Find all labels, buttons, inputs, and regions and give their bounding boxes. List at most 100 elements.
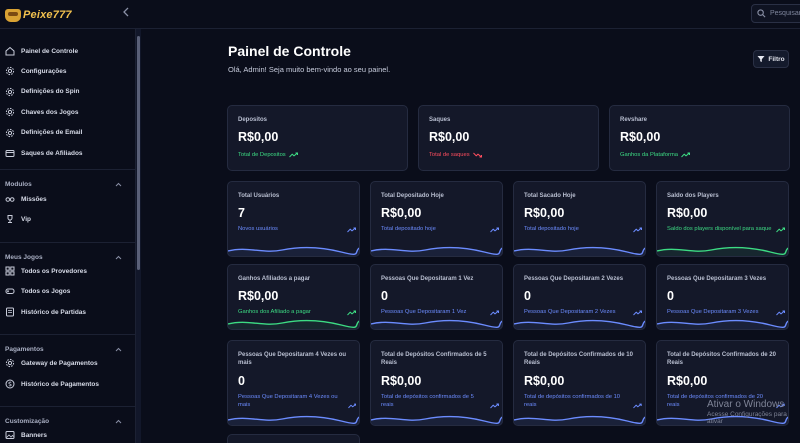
image-icon xyxy=(5,431,15,439)
card-label: Pessoas Que Depositaram 4 Vezes ou mais xyxy=(238,352,347,366)
stat-card: Total Usuários 7 Novos usuários xyxy=(227,181,360,257)
sidebar-item-label: Definições de Email xyxy=(21,129,83,137)
filter-icon xyxy=(757,56,765,62)
card-subtitle-text: Total de depósitos confirmados de 5 reai… xyxy=(381,394,474,408)
gear-icon xyxy=(5,87,15,96)
stat-card: Pessoas Que Depositaram 3 Vezes 0 Pessoas … xyxy=(656,264,789,330)
sidebar-section-header[interactable]: Customização xyxy=(0,414,135,428)
sidebar-item[interactable]: Definições de Email xyxy=(0,124,135,142)
stat-card: Saldo dos Players R$0,00 Saldo dos players… xyxy=(656,181,789,257)
sidebar-item[interactable]: Gateway de Pagamentos xyxy=(0,354,135,372)
sidebar-scroll-thumb[interactable] xyxy=(137,36,140,270)
gear-icon xyxy=(5,128,15,137)
sidebar-item[interactable]: Definições do Spin xyxy=(0,83,135,101)
card-subtitle-text: Saldo dos players disponível para saque xyxy=(667,226,772,232)
card-subtitle: Novos usuários xyxy=(238,225,356,233)
sidebar-item[interactable]: Saques de Afiliados xyxy=(0,144,135,162)
card-subtitle-text: Total de depósitos confirmados de 20 rea… xyxy=(667,394,764,408)
trend-up-icon xyxy=(776,310,785,316)
card-label: Total Sacado Hoje xyxy=(524,193,576,199)
card-value: R$0,00 xyxy=(381,374,422,388)
search-icon xyxy=(757,9,766,18)
sidebar-section-title: Pagamentos xyxy=(5,345,44,353)
card-subtitle-text: Pessoas Que Depositaram 3 Vezes xyxy=(667,309,759,315)
card-subtitle: Ganhos da Plataforma xyxy=(620,151,691,159)
card-label: Total de Depósitos Confirmados de 10 Rea… xyxy=(524,352,633,366)
collapse-sidebar-button[interactable] xyxy=(119,6,133,20)
sidebar-item-label: Vip xyxy=(21,215,31,223)
card-subtitle-text: Total de saques xyxy=(429,152,470,158)
trophy-icon xyxy=(7,215,13,223)
sidebar-item[interactable]: Painel de Controle xyxy=(0,42,135,60)
sidebar-item-label: Painel de Controle xyxy=(21,47,79,55)
card-subtitle-text: Total de Depositos xyxy=(238,152,286,158)
stat-card-partial xyxy=(227,434,360,443)
search-input[interactable] xyxy=(770,10,800,17)
stat-card: Total de Depósitos Confirmados de 5 Reai… xyxy=(370,340,503,426)
brand-name: Peixe777 xyxy=(23,9,72,21)
main-content: Painel de Controle Olá, Admin! Seja muit… xyxy=(141,29,800,443)
sidebar-item-label: Banners xyxy=(21,431,48,439)
card-value: R$0,00 xyxy=(667,206,708,220)
sparkline-wave xyxy=(657,415,788,425)
sidebar-item[interactable]: Todos os Jogos xyxy=(0,282,135,300)
trend-up-icon xyxy=(633,403,642,409)
home-icon xyxy=(5,46,15,56)
summary-card: Saques R$0,00 Total de saques xyxy=(418,105,599,171)
windows-activation-title: Ativar o Windows xyxy=(707,399,785,410)
card-label: Pessoas Que Depositaram 1 Vez xyxy=(381,276,474,282)
sidebar-item-label: Todos os Provedores xyxy=(21,267,87,275)
sidebar-item[interactable]: Chaves dos Jogos xyxy=(0,103,135,121)
summary-card: Depositos R$0,00 Total de Depositos xyxy=(227,105,408,171)
logo[interactable]: Peixe777 xyxy=(5,6,72,24)
card-label: Total Depositado Hoje xyxy=(381,193,444,199)
card-label: Saques xyxy=(429,117,451,123)
sidebar-item[interactable]: Vip xyxy=(0,210,135,228)
card-subtitle: Total de Depositos xyxy=(238,151,298,159)
stat-card: Pessoas Que Depositaram 1 Vez 0 Pessoas Qu… xyxy=(370,264,503,330)
sidebar-item[interactable]: Missões xyxy=(0,190,135,208)
sidebar-divider xyxy=(0,334,135,335)
trend-up-icon xyxy=(490,403,499,409)
filter-button[interactable]: Filtro xyxy=(753,50,789,68)
card-value: R$0,00 xyxy=(381,206,422,220)
trend-up-icon xyxy=(776,403,785,409)
chevron-up-icon xyxy=(115,419,122,423)
card-subtitle: Total depositado hoje xyxy=(381,225,499,233)
sidebar-item[interactable]: Histórico de Partidas xyxy=(0,303,135,321)
page-subtitle: Olá, Admin! Seja muito bem-vindo ao seu … xyxy=(228,65,391,74)
trend-up-icon xyxy=(288,152,298,158)
sidebar-section-header[interactable]: Pagamentos xyxy=(0,342,135,356)
grid-icon xyxy=(5,266,15,276)
sparkline-wave xyxy=(228,246,359,256)
card-subtitle-text: Total depositado hoje xyxy=(381,226,436,232)
sidebar: Painel de Controle Configurações Definiçõe… xyxy=(0,29,136,443)
windows-activation-subtitle: Acesse Configurações para ativar xyxy=(707,411,787,425)
sidebar-item[interactable]: Todos os Provedores xyxy=(0,262,135,280)
sidebar-item-label: Histórico de Partidas xyxy=(21,308,87,316)
card-value: 7 xyxy=(238,206,245,220)
sidebar-item-label: Gateway de Pagamentos xyxy=(21,359,98,367)
sidebar-section-title: Customização xyxy=(5,417,50,425)
list-icon xyxy=(6,307,14,317)
trend-up-icon xyxy=(681,152,691,158)
sidebar-item[interactable]: Configurações xyxy=(0,62,135,80)
sidebar-item-label: Histórico de Pagamentos xyxy=(21,380,100,388)
card-subtitle-text: Novos usuários xyxy=(238,226,278,232)
wallet-icon xyxy=(5,150,15,157)
card-label: Total de Depósitos Confirmados de 20 Rea… xyxy=(667,352,776,366)
sparkline-wave xyxy=(371,246,502,256)
trend-up-icon xyxy=(490,227,499,233)
sidebar-item[interactable]: Histórico de Pagamentos xyxy=(0,375,135,393)
sidebar-item[interactable]: Banners xyxy=(0,426,135,443)
stat-card: Pessoas Que Depositaram 4 Vezes ou mais 0… xyxy=(227,340,360,426)
sparkline-wave xyxy=(371,415,502,425)
glasses-icon xyxy=(5,197,15,202)
sparkline-wave xyxy=(514,246,645,256)
card-subtitle: Total depositado hoje xyxy=(524,225,642,233)
card-subtitle-text: Total depositado hoje xyxy=(524,226,579,232)
search-box[interactable] xyxy=(751,4,800,23)
sidebar-section-header[interactable]: Meus Jogos xyxy=(0,250,135,264)
card-value: 0 xyxy=(667,289,674,303)
sidebar-section-header[interactable]: Modulos xyxy=(0,177,135,191)
